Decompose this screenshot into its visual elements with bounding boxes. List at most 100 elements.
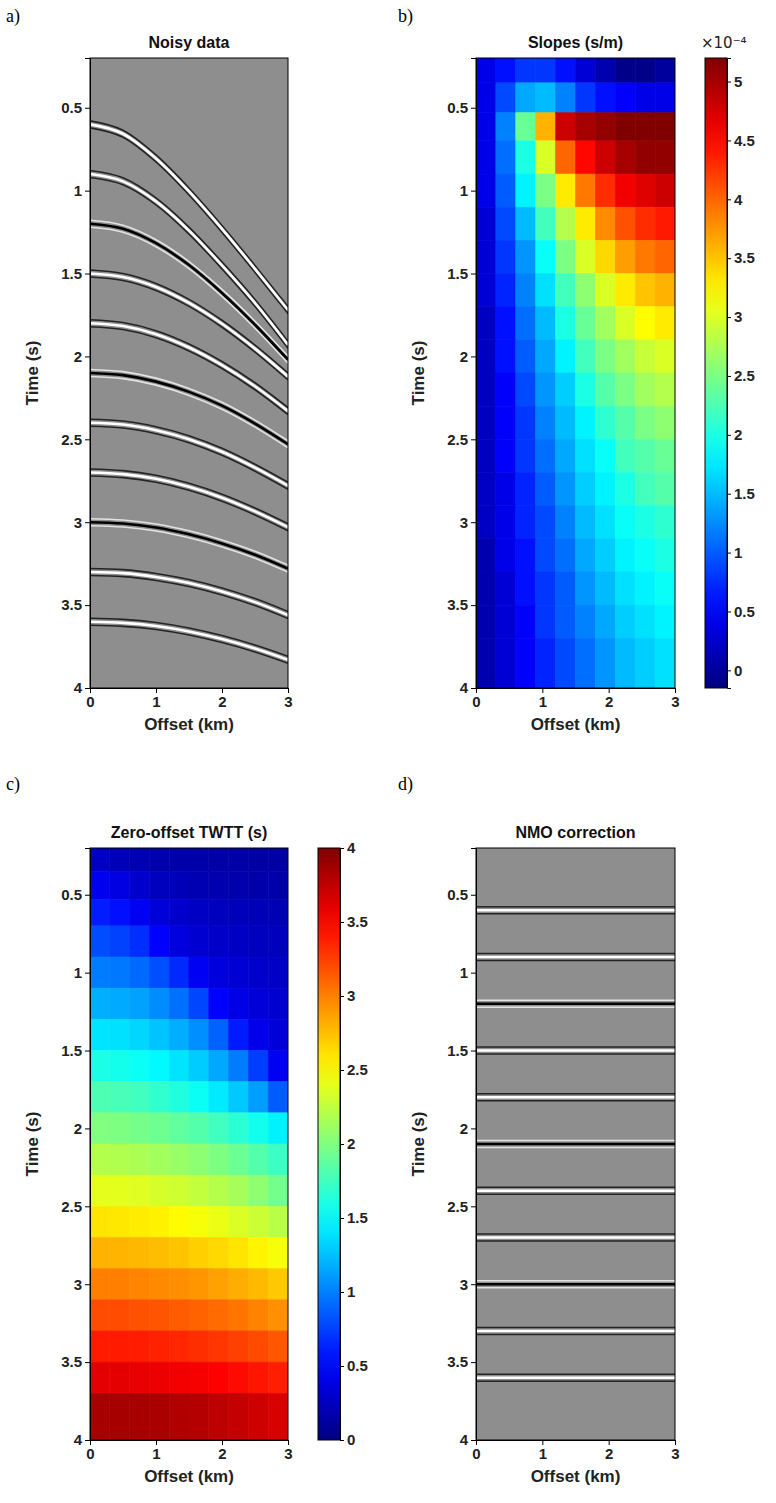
colorbar — [318, 848, 340, 1440]
cell — [149, 1082, 169, 1113]
title: Zero-offset TWTT (s) — [111, 824, 267, 841]
cell — [169, 871, 189, 899]
cell — [130, 1144, 150, 1175]
tick-label: 0.5 — [734, 603, 755, 620]
tick-label: 4 — [74, 1431, 83, 1448]
cell — [476, 605, 496, 638]
cell — [536, 439, 556, 472]
cell — [248, 1019, 268, 1050]
tick-mark — [85, 1206, 90, 1207]
cell — [248, 871, 268, 899]
cell — [90, 1237, 110, 1268]
tick-mark — [340, 848, 344, 849]
cell — [496, 274, 516, 307]
cell — [149, 1331, 169, 1362]
cell — [189, 957, 209, 988]
event — [476, 1049, 675, 1052]
tick-mark — [471, 895, 476, 896]
axis: 0.511.522.533.54 — [447, 849, 476, 1449]
cell — [655, 83, 675, 113]
cell — [536, 340, 556, 373]
cell — [110, 848, 130, 871]
cell — [110, 1175, 130, 1206]
cell — [476, 83, 496, 113]
cell — [615, 113, 635, 141]
cell — [635, 506, 655, 539]
event-flank — [90, 370, 288, 441]
cell — [556, 207, 576, 240]
tick: 3.5 — [447, 596, 476, 613]
cell — [576, 506, 596, 539]
event-flank — [476, 960, 675, 962]
cell — [149, 1237, 169, 1268]
cell — [110, 988, 130, 1019]
cell — [130, 1051, 150, 1082]
cell — [229, 1237, 249, 1268]
cell — [169, 957, 189, 988]
cell — [556, 307, 576, 340]
event — [476, 1143, 675, 1146]
event-flank — [476, 1373, 675, 1375]
cell — [635, 207, 655, 240]
axis-line — [91, 1441, 289, 1446]
cell — [595, 207, 615, 240]
cell — [496, 83, 516, 113]
tick: 0 — [727, 662, 742, 679]
title: Slopes (s/m) — [528, 34, 623, 51]
cell — [149, 1362, 169, 1393]
tick: 2.5 — [340, 1061, 368, 1078]
cell — [189, 1051, 209, 1082]
cell — [476, 207, 496, 240]
tick-label: 1.5 — [61, 1042, 82, 1059]
cell — [615, 174, 635, 207]
cell — [189, 1019, 209, 1050]
tick-mark — [727, 140, 731, 141]
cell — [90, 1144, 110, 1175]
cell — [476, 240, 496, 273]
event-flank — [90, 426, 288, 489]
x-axis-title: Offset (km) — [531, 715, 621, 734]
tick-label: 3.5 — [447, 1353, 468, 1370]
tick-label: 0 — [347, 1431, 355, 1448]
cell — [90, 1362, 110, 1393]
cell — [209, 957, 229, 988]
cell — [556, 83, 576, 113]
cell — [110, 926, 130, 957]
cell — [655, 307, 675, 340]
tick-label: 2 — [74, 1120, 82, 1137]
cell — [576, 141, 596, 174]
axis-line — [728, 59, 732, 689]
frame — [476, 848, 675, 1440]
cell — [248, 926, 268, 957]
cell — [90, 1051, 110, 1082]
cell — [169, 1269, 189, 1300]
tick-mark — [471, 1284, 476, 1285]
cell — [635, 83, 655, 113]
event-flank — [90, 227, 288, 363]
cell — [595, 572, 615, 605]
cell — [248, 957, 268, 988]
cell — [110, 1144, 130, 1175]
cell — [556, 605, 576, 638]
cell — [516, 472, 536, 505]
plot-area — [476, 848, 675, 1440]
axis-line — [471, 59, 477, 689]
tick-label: 1 — [74, 964, 82, 981]
cell — [110, 1331, 130, 1362]
event-flank — [476, 1053, 675, 1055]
tick: 2 — [74, 348, 90, 365]
cell — [189, 1393, 209, 1440]
tick-label: 2 — [605, 693, 613, 710]
cell — [248, 1144, 268, 1175]
cell — [90, 1269, 110, 1300]
cell — [516, 83, 536, 113]
tick-label: 2 — [734, 426, 742, 443]
cell — [536, 506, 556, 539]
cell — [90, 1206, 110, 1237]
cell — [576, 406, 596, 439]
tick: 4 — [460, 679, 476, 696]
cell — [516, 605, 536, 638]
cell — [209, 1393, 229, 1440]
cell — [248, 848, 268, 871]
cell — [90, 1113, 110, 1144]
